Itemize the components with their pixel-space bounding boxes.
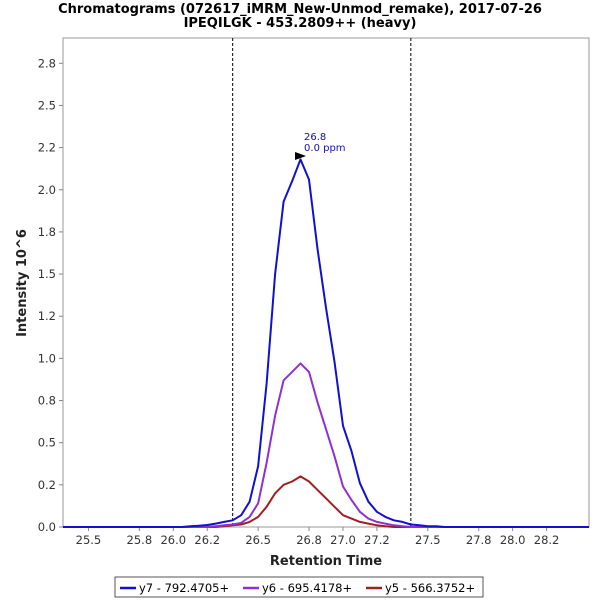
x-tick-label: 26.8 xyxy=(296,533,322,547)
x-tick-label: 27.5 xyxy=(415,533,441,547)
y-tick-label: 2.0 xyxy=(38,183,56,197)
x-tick-label: 26.0 xyxy=(160,533,186,547)
y-tick-label: 1.8 xyxy=(38,225,56,239)
legend-label: y7 - 792.4705+ xyxy=(139,581,229,595)
x-tick-label: 27.0 xyxy=(330,533,356,547)
series-layer xyxy=(63,158,589,528)
peak-ppm-label: 0.0 ppm xyxy=(304,143,346,154)
x-tick-label: 27.2 xyxy=(364,533,390,547)
series-y7-line xyxy=(63,158,589,528)
x-axis: 25.5 25.8 26.0 26.2 26.5 26.8 27.0 27.2 27.5 27.8… xyxy=(76,527,560,547)
y-tick-label: 1.2 xyxy=(38,309,56,323)
y-tick-label: 1.0 xyxy=(38,351,56,365)
y-tick-label: 2.5 xyxy=(38,98,56,112)
y-axis: 0.0 0.2 0.5 0.8 1.0 1.2 1.5 1.8 2.0 2.2 2.5 2.8 xyxy=(38,56,63,534)
y-tick-label: 0.0 xyxy=(38,520,56,534)
legend-box xyxy=(114,576,484,598)
x-tick-label: 28.0 xyxy=(500,533,526,547)
y-tick-label: 2.2 xyxy=(38,141,56,155)
y-tick-label: 0.5 xyxy=(38,436,56,450)
legend: y7 - 792.4705+ y6 - 695.4178+ y5 - 566.375… xyxy=(114,576,484,598)
x-tick-label: 25.5 xyxy=(76,533,102,547)
x-tick-label: 26.2 xyxy=(194,533,220,547)
legend-label: y5 - 566.3752+ xyxy=(385,581,475,595)
legend-label: y6 - 695.4178+ xyxy=(262,581,352,595)
peak-rt-label: 26.8 xyxy=(304,132,326,143)
y-tick-label: 1.5 xyxy=(38,267,56,281)
plot-area xyxy=(62,37,590,528)
chart-title: Chromatograms (072617_iMRM_New-Unmod_rem… xyxy=(58,2,542,17)
peak-arrow-icon xyxy=(295,152,307,161)
y-tick-label: 0.2 xyxy=(38,478,56,492)
x-axis-label: Retention Time xyxy=(270,554,382,569)
y-tick-label: 0.8 xyxy=(38,394,56,408)
y-tick-label: 2.8 xyxy=(38,56,56,70)
chart-subtitle: IPEQILGK - 453.2809++ (heavy) xyxy=(184,16,417,31)
peak-annotation: 26.8 0.0 ppm xyxy=(295,132,346,161)
y-axis-label: Intensity 10^6 xyxy=(15,229,30,337)
x-tick-label: 26.5 xyxy=(245,533,271,547)
x-tick-label: 27.8 xyxy=(466,533,492,547)
integration-bounds xyxy=(232,38,412,527)
x-tick-label: 25.8 xyxy=(127,533,153,547)
x-tick-label: 28.2 xyxy=(534,533,560,547)
